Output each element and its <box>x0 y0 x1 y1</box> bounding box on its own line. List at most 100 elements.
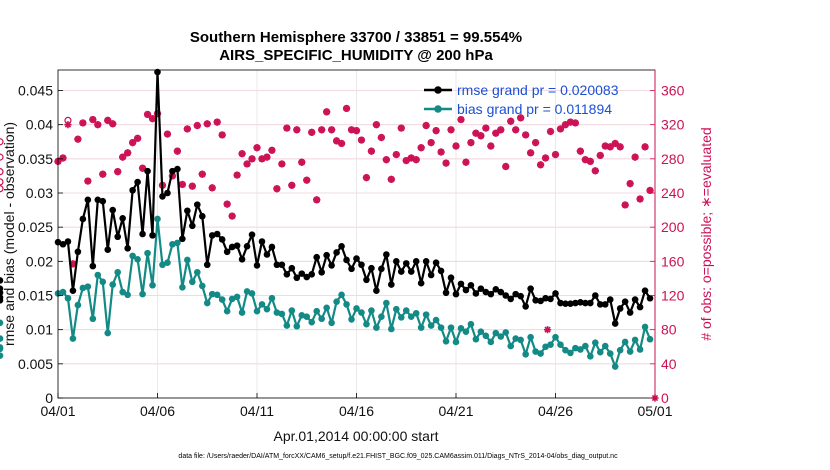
obs-evaluated-point <box>253 144 261 152</box>
obs-evaluated-point <box>64 121 72 129</box>
y2-tick-label: 360 <box>661 83 685 99</box>
y2-tick-label: 40 <box>661 356 677 372</box>
rmse-point <box>611 320 619 327</box>
y2-tick-label: 280 <box>661 151 685 167</box>
obs-evaluated-point <box>586 157 594 165</box>
x-tick-label: 04/26 <box>538 403 573 419</box>
obs-evaluated-point <box>507 117 515 125</box>
y-tick-label: 0 <box>45 390 53 406</box>
rmse-point <box>542 294 549 302</box>
obs-evaluated-point <box>94 121 102 129</box>
rmse-point <box>223 248 231 256</box>
obs-evaluated-point <box>397 124 405 132</box>
bias-point <box>243 288 251 295</box>
bias-point <box>134 255 141 263</box>
rmse-point <box>218 236 226 243</box>
obs-evaluated-point <box>134 134 142 142</box>
obs-evaluated-point <box>283 124 291 132</box>
rmse-point <box>437 267 445 275</box>
bias-point <box>353 305 360 312</box>
rmse-point <box>69 287 77 295</box>
obs-evaluated-point <box>636 195 644 203</box>
bias-point <box>641 323 649 331</box>
bias-point <box>283 322 291 329</box>
rmse-point <box>159 193 166 200</box>
bias-point <box>338 291 345 299</box>
obs-evaluated-point <box>198 170 206 178</box>
bias-point <box>596 348 604 356</box>
rmse-point <box>353 255 360 262</box>
bias-point <box>577 346 584 353</box>
bias-point <box>393 305 400 313</box>
bias-point <box>94 271 102 279</box>
rmse-point <box>522 303 529 310</box>
rmse-point <box>343 256 350 264</box>
rmse-point <box>288 264 296 272</box>
obs-evaluated-point <box>342 104 351 113</box>
bias-point <box>487 338 495 346</box>
bias-point <box>601 342 609 350</box>
bias-point <box>79 284 87 292</box>
y-tick-label: 0.04 <box>26 117 53 133</box>
rmse-point <box>547 295 554 303</box>
bias-point <box>104 329 112 337</box>
x-tick-label: 04/21 <box>438 403 473 419</box>
rmse-point <box>228 243 236 251</box>
obs-evaluated-point <box>124 149 132 157</box>
bias-point <box>198 282 206 290</box>
rmse-point <box>577 299 584 306</box>
obs-evaluated-point <box>337 139 346 148</box>
bias-point <box>149 281 156 289</box>
rmse-point <box>208 232 216 239</box>
obs-evaluated-point <box>313 196 321 204</box>
rmse-point <box>517 292 524 300</box>
obs-evaluated-point <box>203 120 211 128</box>
rmse-point <box>203 261 211 269</box>
bias-point <box>99 278 107 286</box>
y-tick-label: 0.045 <box>18 83 53 99</box>
bias-point <box>432 316 440 324</box>
bias-point <box>144 249 151 257</box>
rmse-point <box>472 290 480 297</box>
obs-evaluated-point <box>407 154 415 162</box>
obs-evaluated-point <box>382 156 390 164</box>
y2-tick-label: 200 <box>661 219 685 235</box>
rmse-point <box>84 196 92 204</box>
rmse-point <box>452 290 460 298</box>
bias-point <box>402 307 410 314</box>
rmse-point <box>512 290 519 298</box>
rmse-point <box>124 245 131 252</box>
rmse-point <box>626 309 634 316</box>
y2-tick-label: 80 <box>661 322 677 338</box>
obs-evaluated-point <box>99 170 107 178</box>
obs-evaluated-point <box>606 143 614 151</box>
obs-evaluated-point <box>357 136 366 144</box>
rmse-point <box>373 287 380 295</box>
rmse-point <box>258 238 266 245</box>
bias-point <box>522 350 529 358</box>
rmse-point <box>238 255 246 263</box>
rmse-point <box>198 212 206 220</box>
bias-point <box>164 259 171 267</box>
x-tick-label: 04/01 <box>40 403 75 419</box>
bias-point <box>358 309 365 316</box>
rmse-point <box>457 280 465 288</box>
rmse-point <box>303 273 311 281</box>
obs-evaluated-point <box>138 164 147 172</box>
rmse-point <box>79 215 87 223</box>
obs-evaluated-point <box>109 120 117 128</box>
bias-point <box>313 307 321 315</box>
rmse-point <box>422 258 430 265</box>
y2-tick-label: 320 <box>661 117 685 133</box>
obs-evaluated-point <box>372 121 380 129</box>
rmse-point <box>283 271 291 278</box>
rmse-point <box>427 271 435 279</box>
y-tick-label: 0.025 <box>18 219 53 235</box>
bias-point <box>437 324 445 331</box>
rmse-point <box>89 262 97 270</box>
obs-evaluated-point <box>228 212 236 220</box>
obs-evaluated-point <box>288 181 296 189</box>
y-tick-label: 0.01 <box>26 322 53 338</box>
bias-point <box>184 256 191 264</box>
obs-evaluated-point <box>581 156 589 164</box>
